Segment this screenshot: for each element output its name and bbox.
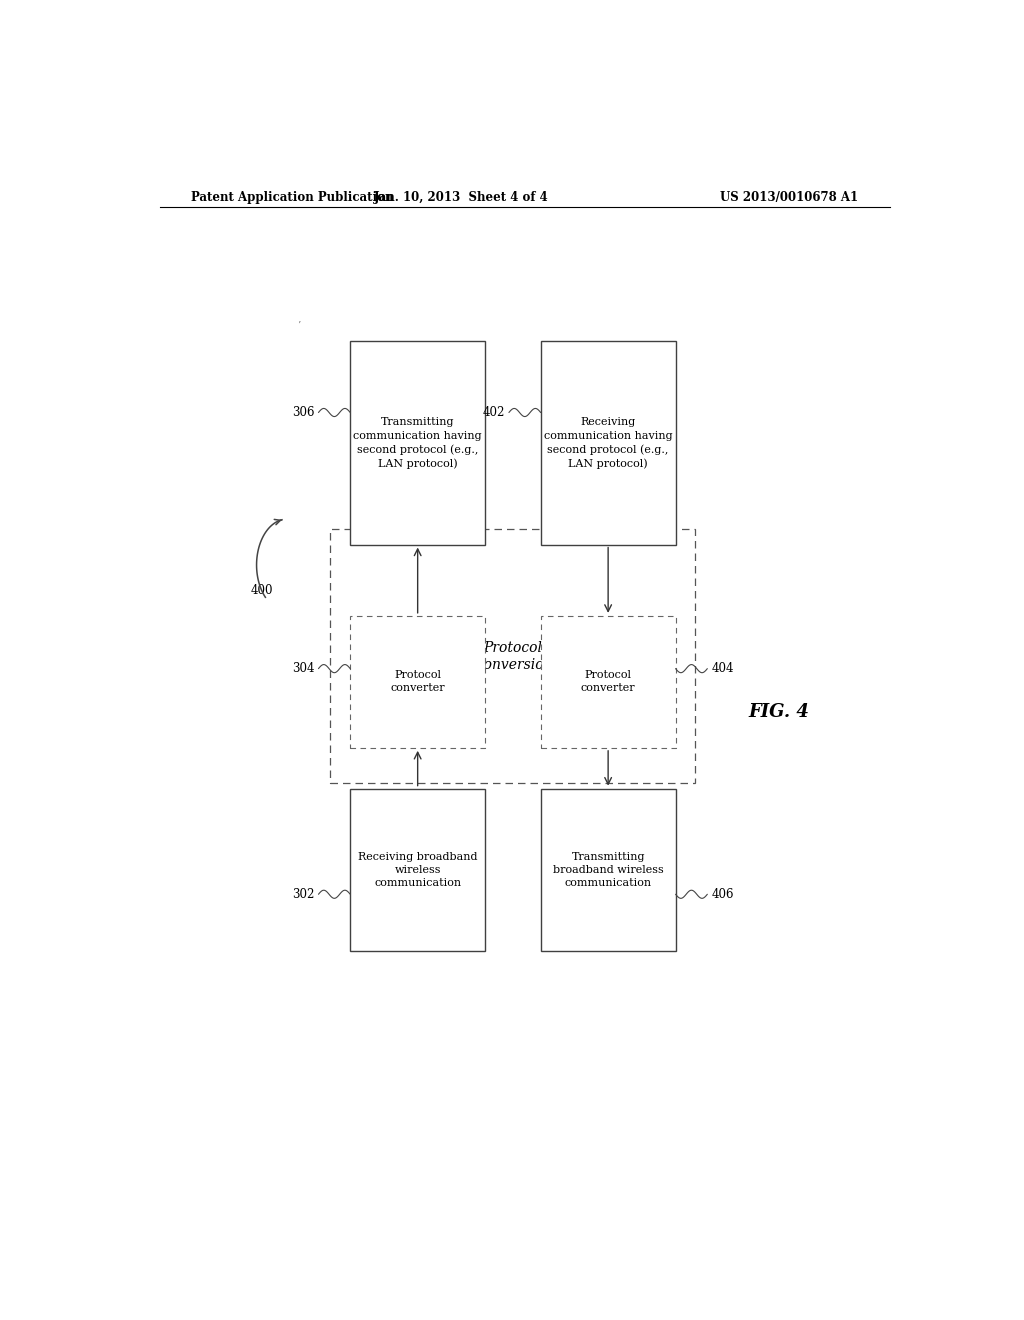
Text: 404: 404 <box>712 663 734 675</box>
Text: Protocol
converter: Protocol converter <box>581 671 636 693</box>
Text: 304: 304 <box>292 663 314 675</box>
Bar <box>541 788 676 952</box>
Text: Transmitting
broadband wireless
communication: Transmitting broadband wireless communic… <box>553 851 664 888</box>
Text: ’: ’ <box>297 321 300 331</box>
Bar <box>541 342 676 545</box>
Text: US 2013/0010678 A1: US 2013/0010678 A1 <box>720 190 858 203</box>
Text: Protocol
Conversion: Protocol Conversion <box>473 642 553 672</box>
Bar <box>350 615 485 748</box>
Bar <box>331 529 695 784</box>
Text: Receiving broadband
wireless
communication: Receiving broadband wireless communicati… <box>358 851 477 888</box>
Text: Patent Application Publication: Patent Application Publication <box>191 190 394 203</box>
Text: 400: 400 <box>251 583 273 597</box>
Text: 406: 406 <box>712 888 734 900</box>
Bar <box>350 788 485 952</box>
Text: Protocol
converter: Protocol converter <box>390 671 445 693</box>
Text: Receiving
communication having
second protocol (e.g.,
LAN protocol): Receiving communication having second pr… <box>544 417 673 469</box>
Text: 402: 402 <box>482 407 505 418</box>
Bar <box>541 615 676 748</box>
Text: Jan. 10, 2013  Sheet 4 of 4: Jan. 10, 2013 Sheet 4 of 4 <box>374 190 549 203</box>
Text: FIG. 4: FIG. 4 <box>749 704 809 721</box>
Text: 302: 302 <box>292 888 314 900</box>
Text: 306: 306 <box>292 407 314 418</box>
Bar <box>350 342 485 545</box>
Text: Transmitting
communication having
second protocol (e.g.,
LAN protocol): Transmitting communication having second… <box>353 417 482 469</box>
